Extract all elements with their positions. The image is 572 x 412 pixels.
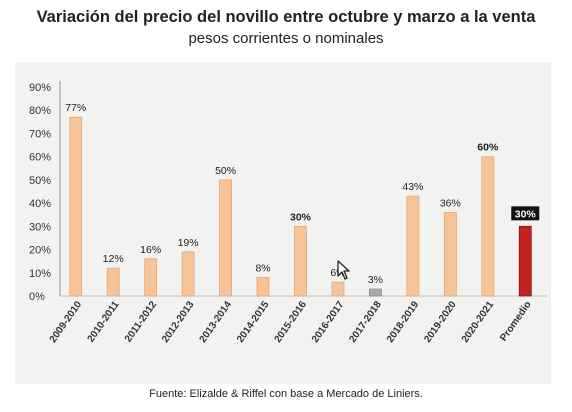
chart-panel: 0% 10% 20% 30% 40% 50% 60% 70% 80% 90% 77% 2009-201… bbox=[15, 62, 551, 384]
data-label: 19% bbox=[178, 237, 199, 249]
chart-subtitle: pesos corrientes o nominales bbox=[188, 30, 384, 47]
bar-2017-2018 bbox=[369, 288, 382, 297]
x-tick-label: 2014-2015 bbox=[235, 299, 272, 345]
average-label-background bbox=[511, 206, 540, 221]
bar-2013-2014 bbox=[219, 179, 232, 297]
x-tick-label: 2013-2014 bbox=[198, 299, 235, 345]
x-tick-label: 2019-2020 bbox=[422, 299, 459, 345]
x-tick-label: 2012-2013 bbox=[160, 299, 197, 345]
bar-2012-2013 bbox=[181, 251, 195, 297]
y-tick-label: 50% bbox=[29, 175, 51, 187]
x-tick-label: 2018-2019 bbox=[385, 299, 422, 345]
x-tick-label: 2009-2010 bbox=[48, 299, 85, 345]
x-tick-label: Promedio bbox=[498, 299, 533, 343]
bar-2011-2012 bbox=[144, 258, 158, 297]
bar-2019-2020 bbox=[443, 211, 457, 297]
data-label: 60% bbox=[477, 142, 499, 154]
bar-2009-2010 bbox=[69, 116, 83, 297]
data-label: 3% bbox=[368, 274, 383, 286]
data-label: 36% bbox=[440, 197, 461, 209]
x-tick-label: 2011-2012 bbox=[123, 299, 159, 344]
x-tick-label: 2010-2011 bbox=[86, 299, 122, 344]
y-tick-label: 70% bbox=[29, 128, 51, 140]
chart-title: Variación del precio del novillo entre o… bbox=[36, 8, 536, 26]
bar-2010-2011 bbox=[106, 267, 120, 297]
bar-Promedio bbox=[518, 225, 532, 297]
data-label: 30% bbox=[515, 208, 537, 220]
x-tick-label: 2016-2017 bbox=[310, 299, 347, 345]
y-tick-label: 80% bbox=[29, 105, 51, 117]
data-label: 12% bbox=[103, 253, 124, 265]
mouse-pointer-icon bbox=[337, 260, 350, 280]
bar-2014-2015 bbox=[256, 277, 270, 297]
data-label: 30% bbox=[290, 211, 312, 223]
data-label: 16% bbox=[140, 244, 161, 256]
data-label: 50% bbox=[215, 165, 236, 177]
bar-2016-2017 bbox=[331, 281, 345, 297]
x-tick-label: 2017-2018 bbox=[347, 299, 384, 345]
source-note: Fuente: Elizalde & Riffel con base a Mer… bbox=[149, 388, 423, 400]
data-label: 43% bbox=[402, 181, 423, 193]
bar-2018-2019 bbox=[406, 195, 420, 297]
data-label: 8% bbox=[255, 262, 270, 274]
y-tick-label: 60% bbox=[29, 152, 51, 164]
y-tick-label: 40% bbox=[29, 198, 51, 210]
y-tick-label: 20% bbox=[29, 245, 51, 257]
bar-2015-2016 bbox=[294, 225, 307, 297]
x-tick-label: 2015-2016 bbox=[273, 299, 310, 345]
y-tick-label: 30% bbox=[29, 221, 51, 233]
y-tick-label: 10% bbox=[29, 268, 51, 280]
y-tick-label: 0% bbox=[29, 291, 45, 303]
x-tick-label: 2020-2021 bbox=[460, 299, 497, 345]
y-tick-label: 90% bbox=[29, 82, 51, 94]
bar-chart: 0% 10% 20% 30% 40% 50% 60% 70% 80% 90% 77% 2009-201… bbox=[29, 81, 547, 345]
bar-2020-2021 bbox=[481, 156, 495, 297]
data-label: 77% bbox=[65, 102, 86, 114]
